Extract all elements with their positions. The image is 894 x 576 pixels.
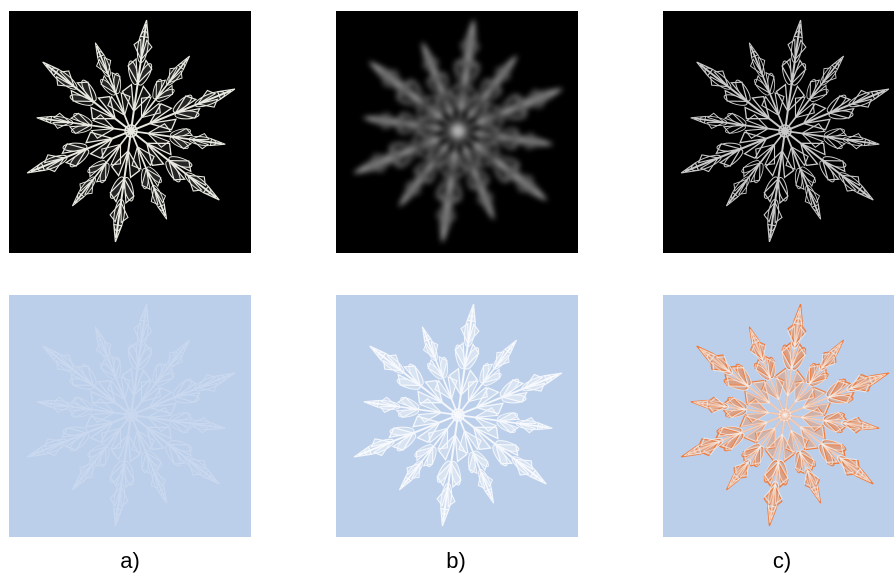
panel-a-bottom: [9, 295, 251, 537]
panel-b-top: [336, 11, 578, 253]
panel-b-bottom: [336, 295, 578, 537]
caption-a: a): [120, 548, 140, 573]
snowflake-image-original: [9, 11, 251, 253]
panel-c-top: [663, 11, 894, 253]
panel-a-top: [9, 11, 251, 253]
panel-c-bottom: [663, 295, 894, 537]
difference-map-a: [9, 295, 251, 537]
difference-map-b: [336, 295, 578, 537]
snowflake-image-blurred: [336, 11, 578, 253]
difference-map-c: [663, 295, 894, 537]
snowflake-image-sharpened: [663, 11, 894, 253]
caption-b: b): [446, 548, 466, 573]
caption-c: c): [772, 548, 792, 573]
